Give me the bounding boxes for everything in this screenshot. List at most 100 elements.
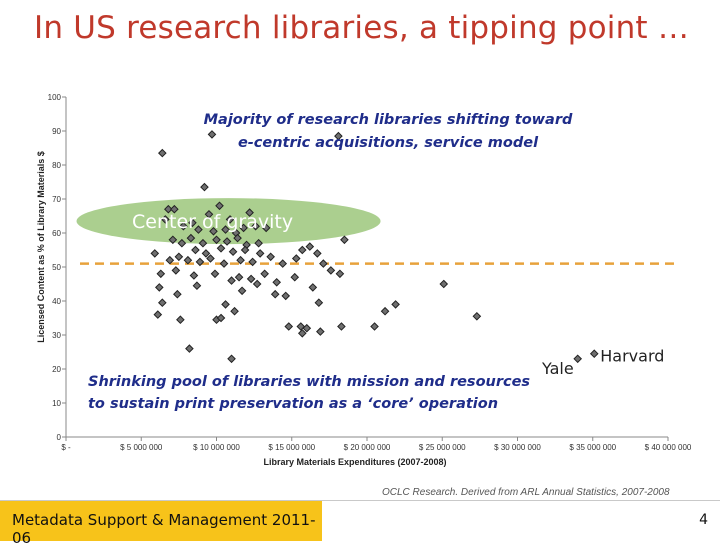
data-point xyxy=(158,148,167,158)
data-point xyxy=(191,245,200,255)
data-point xyxy=(266,252,275,262)
y-tick-label: 0 xyxy=(57,433,62,442)
data-point xyxy=(185,344,194,353)
data-point xyxy=(237,286,247,296)
data-point xyxy=(326,266,336,275)
data-point xyxy=(314,298,324,308)
data-point xyxy=(195,257,205,267)
data-point xyxy=(188,218,197,228)
data-point xyxy=(234,272,244,282)
x-tick-label: $ 10 000 000 xyxy=(193,443,240,452)
data-point xyxy=(313,249,322,258)
data-point xyxy=(308,283,318,292)
annotation-bottom-line-1: Shrinking pool of libraries with mission… xyxy=(88,374,530,390)
data-point xyxy=(150,249,160,258)
data-point xyxy=(219,259,229,268)
data-point-yale xyxy=(573,354,583,364)
page-number: 4 xyxy=(699,512,708,528)
data-point xyxy=(176,315,185,325)
y-tick-label: 30 xyxy=(52,331,61,340)
data-point xyxy=(230,306,239,316)
data-point xyxy=(207,130,217,139)
y-tick-label: 60 xyxy=(52,229,61,238)
data-point xyxy=(189,271,199,280)
source-note: OCLC Research. Derived from ARL Annual S… xyxy=(382,487,670,498)
annotation-bottom-line-2: to sustain print preservation as a ‘core… xyxy=(88,396,498,412)
y-tick-label: 100 xyxy=(48,93,62,102)
y-tick-label: 90 xyxy=(52,127,61,136)
point-label-harvard: Harvard xyxy=(600,347,664,366)
data-point xyxy=(179,221,188,231)
data-point xyxy=(334,131,343,141)
data-point xyxy=(215,201,224,211)
annotation-top-line-1: Majority of research libraries shifting … xyxy=(204,112,573,128)
data-point xyxy=(204,209,214,219)
data-point xyxy=(245,208,254,217)
data-point xyxy=(260,269,269,279)
data-point xyxy=(153,310,163,319)
data-point xyxy=(316,327,325,336)
data-point xyxy=(236,255,245,265)
x-tick-label: $ 35 000 000 xyxy=(569,443,616,452)
data-point-harvard xyxy=(589,349,599,359)
data-point xyxy=(155,283,164,292)
data-point xyxy=(212,235,221,245)
data-point xyxy=(380,306,390,316)
data-point xyxy=(291,254,301,263)
data-point xyxy=(281,291,291,301)
y-tick-label: 10 xyxy=(52,399,61,408)
data-point xyxy=(156,269,166,279)
data-point xyxy=(194,225,203,234)
data-point xyxy=(200,182,209,192)
data-point xyxy=(221,225,230,234)
data-point xyxy=(227,354,236,364)
data-point xyxy=(222,237,232,246)
data-point xyxy=(161,215,170,224)
data-point xyxy=(246,274,256,284)
data-point xyxy=(186,233,196,243)
data-point xyxy=(192,281,202,291)
data-point xyxy=(335,269,345,279)
point-label-yale: Yale xyxy=(541,359,574,378)
data-point xyxy=(165,255,175,265)
data-point xyxy=(216,313,226,323)
data-point xyxy=(391,300,400,309)
data-point xyxy=(170,204,179,214)
data-point xyxy=(240,245,250,255)
data-point xyxy=(227,276,236,285)
data-point xyxy=(297,328,307,338)
x-tick-label: $ 40 000 000 xyxy=(645,443,692,452)
slide-title: In US research libraries, a tipping poin… xyxy=(34,10,690,46)
y-axis: 0 10 20 30 40 50 60 70 80 90 100 xyxy=(48,93,67,442)
data-point xyxy=(225,215,235,224)
data-point xyxy=(239,223,248,233)
x-tick-label: $ 30 000 000 xyxy=(494,443,541,452)
x-tick-label: $ 5 000 000 xyxy=(120,443,163,452)
x-tick-label: $ 20 000 000 xyxy=(344,443,391,452)
data-point xyxy=(216,243,226,253)
data-point xyxy=(248,257,257,267)
footer-text: Metadata Support & Management 2011-06 xyxy=(12,511,316,547)
x-tick-label: $ - xyxy=(61,443,71,452)
data-point xyxy=(255,249,265,258)
data-point xyxy=(209,226,218,236)
data-point xyxy=(206,254,215,263)
y-axis-title: Licensed Content as % of Library Materia… xyxy=(36,151,46,343)
data-point xyxy=(472,311,482,321)
data-point xyxy=(302,323,312,333)
data-point xyxy=(252,279,262,289)
data-point xyxy=(340,235,349,245)
data-point xyxy=(290,272,300,282)
data-point xyxy=(221,300,230,309)
data-point xyxy=(261,223,271,233)
data-point xyxy=(198,238,208,248)
data-point xyxy=(319,259,328,268)
data-point xyxy=(272,277,282,287)
data-point xyxy=(254,238,263,248)
data-point xyxy=(296,322,306,331)
data-point xyxy=(210,269,220,279)
data-point xyxy=(174,252,184,262)
x-tick-label: $ 15 000 000 xyxy=(268,443,315,452)
annotation-top-line-2: e-centric acquisitions, service model xyxy=(238,135,539,151)
data-point xyxy=(439,279,449,289)
